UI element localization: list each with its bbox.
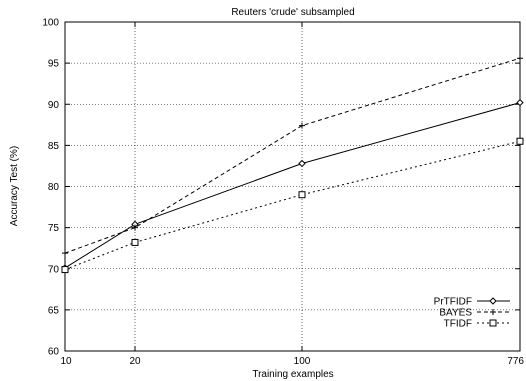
y-axis-ticks: 60 65 70 75 80 85 90 95 100 [42, 18, 520, 358]
y-tick-label: 60 [48, 347, 60, 358]
series-line [64, 102, 521, 269]
series-line [64, 140, 521, 271]
x-tick-label: 776 [507, 356, 524, 367]
y-tick-label: 75 [48, 223, 60, 234]
data-point [516, 98, 524, 107]
x-tick-label: 100 [294, 356, 311, 367]
y-axis-label: Accuracy Test (%) [9, 146, 20, 226]
x-tick-label: 20 [129, 356, 141, 367]
data-point [61, 266, 69, 274]
legend-swatch-marker [490, 309, 496, 315]
legend-swatch-marker [489, 319, 497, 327]
x-tick-label: 10 [60, 356, 72, 367]
series-bayes [62, 55, 523, 257]
series-tfidf [61, 137, 524, 274]
y-tick-label: 85 [48, 141, 60, 152]
series-line [64, 57, 521, 254]
data-point [298, 159, 306, 168]
legend-label: TFIDF [444, 319, 472, 330]
data-point [298, 191, 306, 199]
data-point [132, 224, 138, 231]
y-tick-label: 80 [48, 182, 60, 193]
y-tick-label: 95 [48, 59, 60, 70]
y-tick-label: 70 [48, 264, 60, 275]
y-tick-label: 100 [42, 18, 59, 29]
data-point [516, 137, 524, 145]
x-axis-label: Training examples [252, 369, 333, 380]
series-group [61, 55, 524, 274]
y-tick-label: 65 [48, 305, 60, 316]
legend-label: PrTFIDF [434, 297, 472, 308]
data-point [299, 122, 305, 129]
data-point [517, 55, 523, 62]
chart-title: Reuters 'crude' subsampled [231, 7, 354, 18]
legend-swatch-marker [489, 297, 497, 305]
y-tick-label: 90 [48, 100, 60, 111]
series-prtfidf [61, 98, 524, 272]
data-point [62, 250, 68, 257]
data-point [131, 238, 139, 246]
x-axis-ticks: 10 20 100 776 [60, 22, 524, 367]
legend-label: BAYES [439, 308, 472, 319]
